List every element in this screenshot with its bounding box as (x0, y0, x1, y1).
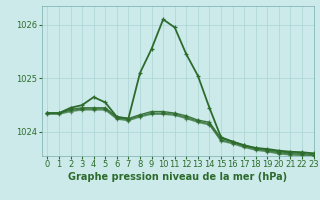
X-axis label: Graphe pression niveau de la mer (hPa): Graphe pression niveau de la mer (hPa) (68, 172, 287, 182)
